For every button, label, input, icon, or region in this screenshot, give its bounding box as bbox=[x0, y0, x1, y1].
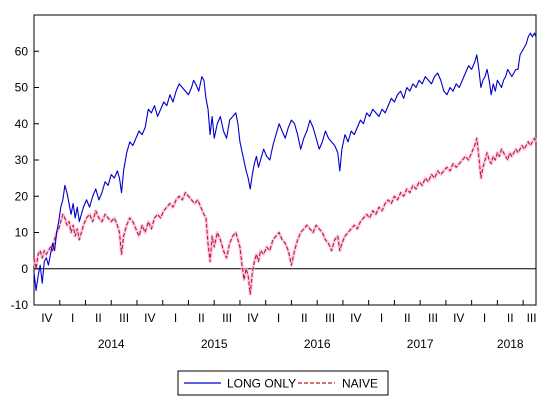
x-year-label: 2018 bbox=[497, 337, 524, 351]
x-quarter-label: I bbox=[277, 311, 280, 325]
x-quarter-label: III bbox=[222, 311, 232, 325]
x-quarter-label: III bbox=[428, 311, 438, 325]
y-tick-label: 0 bbox=[21, 262, 28, 276]
x-year-label: 2017 bbox=[407, 337, 434, 351]
x-quarter-label: III bbox=[119, 311, 129, 325]
x-quarter-label: I bbox=[380, 311, 383, 325]
x-quarter-label: II bbox=[404, 311, 411, 325]
legend-label-naive: NAIVE bbox=[342, 377, 378, 391]
x-year-label: 2015 bbox=[201, 337, 228, 351]
series-line-long-only bbox=[33, 32, 537, 292]
y-axis: -10 0 10 20 30 40 50 60 bbox=[11, 44, 39, 312]
series-line-naive bbox=[33, 137, 537, 295]
x-quarter-label: I bbox=[483, 311, 486, 325]
x-quarter-label: IV bbox=[350, 311, 361, 325]
x-quarter-label: IV bbox=[453, 311, 464, 325]
y-tick-label: 20 bbox=[15, 189, 29, 203]
y-tick-label: 10 bbox=[15, 226, 29, 240]
y-tick-label: 60 bbox=[15, 44, 29, 58]
x-quarter-label: IV bbox=[144, 311, 155, 325]
plot-area bbox=[33, 14, 537, 306]
legend-label-long-only: LONG ONLY bbox=[227, 377, 296, 391]
x-quarter-label: I bbox=[174, 311, 177, 325]
x-quarter-label: IV bbox=[247, 311, 258, 325]
x-quarter-label: III bbox=[527, 311, 537, 325]
x-year-label: 2014 bbox=[98, 337, 125, 351]
x-quarter-label: III bbox=[325, 311, 335, 325]
x-quarter-label: II bbox=[507, 311, 514, 325]
y-tick-label: -10 bbox=[11, 298, 29, 312]
x-quarter-label: IV bbox=[41, 311, 52, 325]
y-tick-label: 40 bbox=[15, 117, 29, 131]
x-quarter-label: II bbox=[95, 311, 102, 325]
x-quarter-label: I bbox=[71, 311, 74, 325]
y-tick-label: 30 bbox=[15, 153, 29, 167]
series-group bbox=[32, 32, 538, 296]
x-quarter-label: II bbox=[301, 311, 308, 325]
x-quarter-label: II bbox=[198, 311, 205, 325]
legend: LONG ONLY NAIVE bbox=[177, 370, 389, 396]
x-year-label: 2016 bbox=[304, 337, 331, 351]
y-tick-label: 50 bbox=[15, 81, 29, 95]
x-axis: IV I II III IV I II III IV I II III IV I II III IV I II III… bbox=[41, 300, 537, 351]
